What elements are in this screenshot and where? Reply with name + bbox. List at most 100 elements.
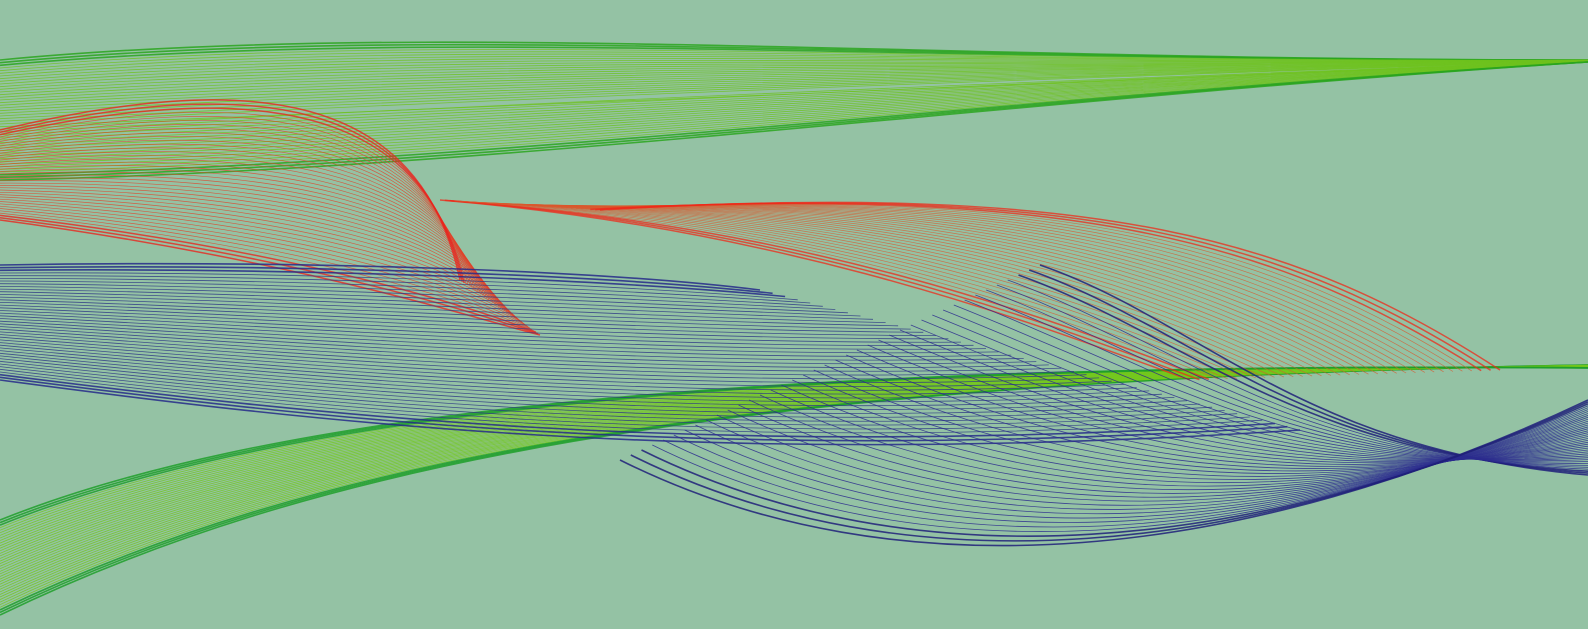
red-ribbon-right [439, 199, 1501, 381]
ribbon-strand [575, 204, 1454, 372]
ribbon-strand [0, 61, 1588, 146]
ribbon-strand [0, 373, 1275, 438]
ribbon-strand [0, 307, 961, 343]
ribbon-strand [0, 318, 1012, 357]
ribbon-strand [0, 275, 811, 304]
ribbon-strand [0, 60, 1588, 138]
ribbon-strand [464, 201, 1238, 379]
ribbon-strand [0, 304, 949, 340]
ribbon-strand [0, 216, 539, 335]
ribbon-strand [0, 60, 1588, 90]
ribbon-strand [0, 60, 1588, 101]
ribbon-strand [0, 60, 1588, 130]
ribbon-strand [0, 376, 1288, 442]
ribbon-strand [0, 315, 999, 354]
ribbon-strand [0, 363, 1225, 422]
ribbon-strand [478, 202, 1266, 378]
ribbon-strand [0, 61, 1588, 170]
red-ribbon-left [0, 99, 541, 336]
ribbon-strand [439, 199, 1191, 381]
blue-ribbon-right [619, 264, 1588, 547]
ribbon-strand [0, 208, 530, 329]
ribbon-strand [0, 191, 516, 319]
ribbon-strand [0, 326, 1049, 368]
ribbon-strand [0, 99, 461, 281]
ribbon-strand [0, 368, 1250, 430]
ribbon-strand [507, 203, 1322, 377]
ribbon-strand [0, 296, 911, 330]
ribbon-strand [0, 286, 861, 317]
ribbon-strand [0, 46, 1588, 67]
ribbon-strand [570, 204, 1444, 373]
ribbon-strand [546, 205, 1397, 374]
ribbon-strand [0, 379, 1301, 446]
ribbon-strand [0, 266, 773, 295]
ribbon-strand [0, 60, 1588, 125]
ribbon-strand [522, 204, 1350, 376]
ribbon-strand [0, 278, 823, 307]
ribbon-strand [0, 366, 1588, 521]
ribbon-strand [0, 219, 541, 336]
ribbon-strand [0, 371, 1263, 434]
ribbon-strand [0, 288, 874, 320]
ribbon-strand [0, 312, 987, 350]
ribbon-strand [0, 323, 1037, 365]
ribbon-strand [459, 200, 1228, 380]
ribbon-strand [0, 61, 1588, 165]
ribbon-strand [599, 201, 1501, 371]
ribbon-strand [0, 344, 1137, 395]
ribbon-strand [551, 205, 1407, 374]
ribbon-strand [517, 204, 1341, 376]
ribbon-strand [502, 203, 1313, 377]
ribbon-strand [0, 366, 1238, 426]
ribbon-strand [0, 262, 761, 291]
ribbon-strand [449, 199, 1210, 381]
ribbon-strand [0, 272, 798, 301]
ribbon-strand [0, 60, 1588, 88]
ribbon-strand [0, 61, 1588, 157]
ribbon-strand [0, 283, 848, 314]
ribbon-strand [0, 60, 1588, 133]
ribbon-strand [0, 60, 1588, 114]
ribbon-strand [0, 342, 1125, 391]
ribbon-strand [0, 61, 1588, 162]
ribbon-strand [0, 302, 936, 336]
ribbon-strand [0, 61, 1588, 149]
ribbon-strand [473, 201, 1256, 379]
ribbon-strand [0, 61, 1588, 181]
ribbon-strand [0, 60, 1588, 104]
ribbon-strand [0, 328, 1062, 372]
ribbon-strand [0, 57, 1588, 80]
ribbon-strand [0, 331, 1075, 376]
ribbon-strand [0, 60, 1588, 106]
ribbon-strand [566, 204, 1435, 373]
ribbon-strand [0, 60, 1588, 98]
ribbon-strand [0, 294, 899, 327]
ribbon-strand [512, 204, 1332, 376]
ribbon-strand [0, 352, 1175, 407]
ribbon-strand [527, 205, 1360, 375]
ribbon-strand [0, 61, 1588, 154]
ribbon-strand [0, 339, 1112, 387]
ribbon-strand [541, 205, 1388, 374]
ribbon-strand [0, 269, 786, 298]
ribbon-strand [0, 280, 836, 310]
ribbon-strand [0, 310, 974, 347]
ribbon-strand [0, 320, 1024, 361]
ribbon-strand [0, 60, 1588, 93]
ribbon-strand [532, 205, 1369, 375]
ribbon-strand [0, 60, 1588, 122]
ribbon-strand [536, 205, 1379, 375]
ribbon-strand [444, 199, 1200, 381]
ribbon-strand [493, 202, 1294, 378]
ribbon-strand [0, 299, 924, 333]
ribbon-strand [0, 350, 1162, 403]
ribbon-strand [0, 201, 524, 324]
ribbon-strand [0, 347, 1150, 399]
ribbon-strand [0, 180, 506, 312]
ribbon-strand [0, 291, 886, 323]
ribbon-strand [619, 399, 1588, 547]
ribbon-strand [488, 202, 1285, 378]
